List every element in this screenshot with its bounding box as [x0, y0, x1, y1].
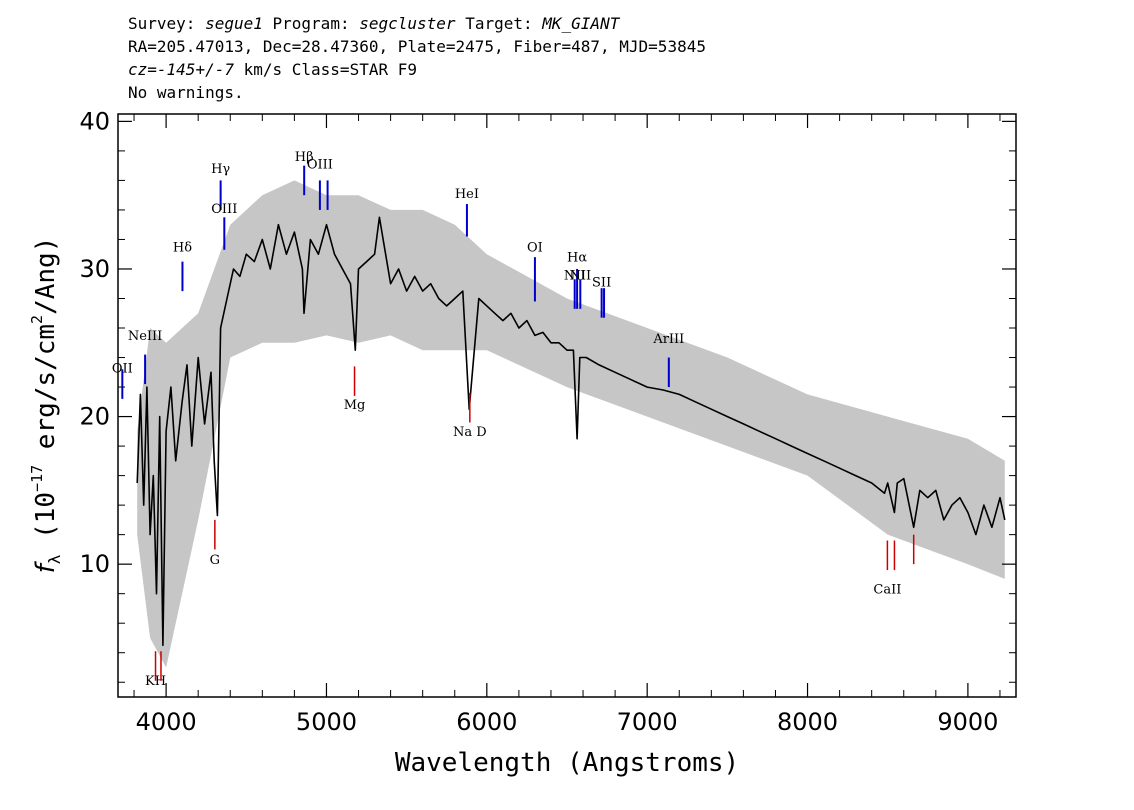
emission-line-label: Hγ — [211, 162, 230, 177]
spectrum-header: Survey: segue1 Program: segcluster Targe… — [128, 12, 706, 104]
y-axis-label: fλ (10−17 erg/s/cm2/Ang) — [28, 237, 64, 574]
flux-series-layer — [136, 216, 1006, 647]
x-tick-label: 9000 — [937, 708, 998, 736]
emission-line-label: OIII — [211, 202, 237, 217]
emission-line-label: OII — [112, 361, 133, 376]
target-value: MK_GIANT — [542, 14, 620, 33]
x-tick-label: 4000 — [136, 708, 197, 736]
emission-line-label: OIII — [307, 158, 333, 173]
x-axis-label: Wavelength (Angstroms) — [395, 748, 739, 778]
y-label-open: (10 — [31, 492, 61, 555]
x-tick-label: 6000 — [456, 708, 517, 736]
y-tick-label: 30 — [79, 255, 110, 283]
survey-value: segue1 — [205, 14, 263, 33]
x-tick-label: 8000 — [777, 708, 838, 736]
program-value: segcluster — [359, 14, 456, 33]
emission-line-label: Hα — [567, 251, 587, 266]
noise-band — [137, 180, 1005, 668]
cz-label: cz= — [128, 60, 157, 79]
header-line-survey: Survey: segue1 Program: segcluster Targe… — [128, 12, 706, 35]
noise-band-layer — [137, 180, 1005, 668]
axis-ticks-layer: 4000 5000 6000 7000 8000 9000 10 20 30 40 — [79, 107, 1016, 736]
survey-label: Survey: — [128, 14, 196, 33]
header-line-warnings: No warnings. — [128, 83, 244, 102]
absorption-line-label: CaII — [873, 583, 901, 598]
absorption-line-label: Mg — [344, 398, 366, 413]
y-label-close: /Ang) — [31, 237, 61, 315]
program-label: Program: — [272, 14, 350, 33]
emission-line-label: NII — [569, 268, 591, 283]
emission-line-label: HeI — [455, 187, 479, 202]
plot-frame — [117, 113, 1017, 698]
y-label-exp: −17 — [28, 465, 46, 492]
header-line-coordinates: RA=205.47013, Dec=28.47360, Plate=2475, … — [128, 37, 706, 56]
emission-line-label: ArIII — [652, 332, 684, 347]
absorption-line-label: G — [210, 553, 220, 568]
y-label-mid: erg/s/cm — [31, 324, 61, 465]
emission-line-label: Hδ — [173, 240, 192, 255]
flux-series-line — [136, 216, 1006, 647]
emission-line-label: SII — [592, 276, 611, 291]
x-tick-label: 5000 — [296, 708, 357, 736]
y-tick-label: 40 — [79, 107, 110, 135]
plot-background — [118, 114, 1016, 697]
x-tick-label: 7000 — [617, 708, 678, 736]
y-label-lambda: λ — [45, 554, 64, 564]
absorption-line-label: KH — [145, 674, 166, 689]
y-label-sq: 2 — [28, 315, 46, 324]
target-label: Target: — [465, 14, 533, 33]
y-tick-label: 10 — [79, 550, 110, 578]
emission-line-label: NeIII — [128, 329, 162, 344]
y-tick-label: 20 — [79, 403, 110, 431]
absorption-line-label: Na D — [453, 425, 487, 440]
cz-value: -145+/-7 — [156, 60, 234, 79]
header-line-redshift: cz=-145+/-7 km/s Class=STAR F9 — [128, 58, 706, 81]
emission-line-label: OI — [527, 240, 543, 255]
cz-units-class: km/s Class=STAR F9 — [233, 60, 417, 79]
emission-line-label: Hβ — [295, 150, 314, 165]
